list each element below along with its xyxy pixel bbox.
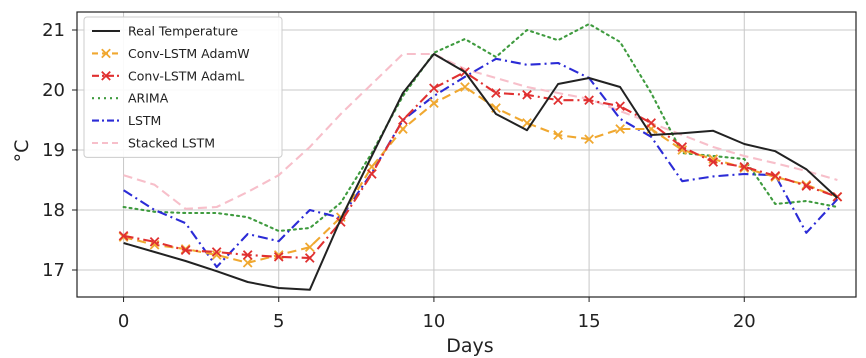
series-2-point-1 [149, 236, 160, 247]
legend-label-4: LSTM [128, 113, 161, 128]
y-tick-label-2: 19 [42, 140, 65, 161]
series-2-point-15 [584, 95, 594, 106]
series-line-4 [123, 57, 839, 269]
legend-entry-3: ARIMA [92, 91, 169, 106]
legend-entry-2: Conv-LSTM AdamL [92, 68, 244, 83]
legend-label-5: Stacked LSTM [128, 136, 215, 151]
series-2-point-3 [211, 247, 222, 257]
x-axis-label: Days [446, 335, 493, 357]
series-2-point-16 [615, 101, 625, 112]
y-tick-label-3: 20 [42, 80, 65, 101]
series-line-0 [123, 53, 839, 291]
series-2-point-14 [553, 95, 563, 106]
series-5 [123, 52, 838, 210]
legend-entry-4: LSTM [92, 113, 161, 128]
series-2-point-5 [273, 251, 284, 262]
series-1-point-16 [615, 124, 625, 134]
series-1-point-8 [367, 161, 377, 172]
series-2-point-19 [708, 157, 719, 167]
legend-box [83, 16, 283, 158]
x-tick-label-3: 15 [578, 311, 601, 332]
series-1-point-14 [553, 130, 563, 140]
series-2-point-18 [677, 142, 688, 152]
series-4 [123, 57, 839, 269]
series-1-point-15 [584, 134, 594, 145]
series-2-point-6 [304, 253, 315, 263]
series-1-point-10 [429, 98, 439, 109]
series-1-point-4 [242, 257, 253, 268]
series-2-point-4 [242, 250, 253, 260]
legend-entry-1: Conv-LSTM AdamW [92, 46, 250, 61]
legend-label-3: ARIMA [128, 91, 169, 106]
x-tick-label-2: 10 [422, 311, 445, 332]
legend-label-0: Real Temperature [128, 24, 238, 39]
legend-marker-1 [101, 48, 111, 59]
grid [77, 12, 856, 297]
y-tick-label-1: 18 [42, 200, 65, 221]
series-1-point-5 [273, 250, 284, 260]
series-2-point-21 [770, 170, 781, 181]
y-axis-label: °C [11, 140, 33, 163]
series-2-point-10 [429, 83, 439, 94]
series-line-2 [123, 70, 838, 260]
series-0 [123, 53, 839, 291]
series-2-point-13 [522, 89, 532, 100]
series-1-point-3 [211, 250, 222, 260]
series-lines [118, 22, 843, 291]
y-tick-label-0: 17 [42, 260, 65, 281]
legend-label-1: Conv-LSTM AdamW [128, 46, 250, 61]
legend-entry-5: Stacked LSTM [92, 136, 215, 151]
series-2-point-0 [118, 230, 129, 241]
legend-label-2: Conv-LSTM AdamL [128, 68, 244, 83]
series-line-1 [123, 85, 838, 264]
series-2-point-22 [801, 181, 812, 191]
series-2-point-8 [367, 169, 377, 179]
legend: Real Temperature Conv-LSTM AdamW Conv-LSTM… [83, 16, 283, 158]
x-tick-label-0: 0 [118, 311, 129, 332]
x-tick-label-4: 20 [733, 311, 756, 332]
series-2-point-17 [646, 118, 656, 128]
series-1-point-6 [304, 242, 315, 253]
x-tick-label-1: 5 [273, 311, 284, 332]
series-2-point-20 [739, 161, 750, 172]
legend-marker-2 [101, 70, 111, 81]
series-2-point-9 [398, 115, 408, 125]
tick-labels: 0 5 10 15 20 17 18 19 20 21 [42, 20, 756, 332]
series-3 [122, 22, 839, 233]
series-2-point-2 [180, 245, 191, 256]
series-line-5 [123, 52, 838, 210]
plot-border [76, 11, 857, 298]
legend-entry-0: Real Temperature [92, 24, 238, 39]
series-2-point-12 [491, 88, 501, 98]
y-tick-label-4: 21 [42, 20, 65, 41]
series-line-3 [122, 22, 839, 233]
plot-frame [76, 11, 857, 298]
series-1-point-11 [460, 82, 470, 92]
